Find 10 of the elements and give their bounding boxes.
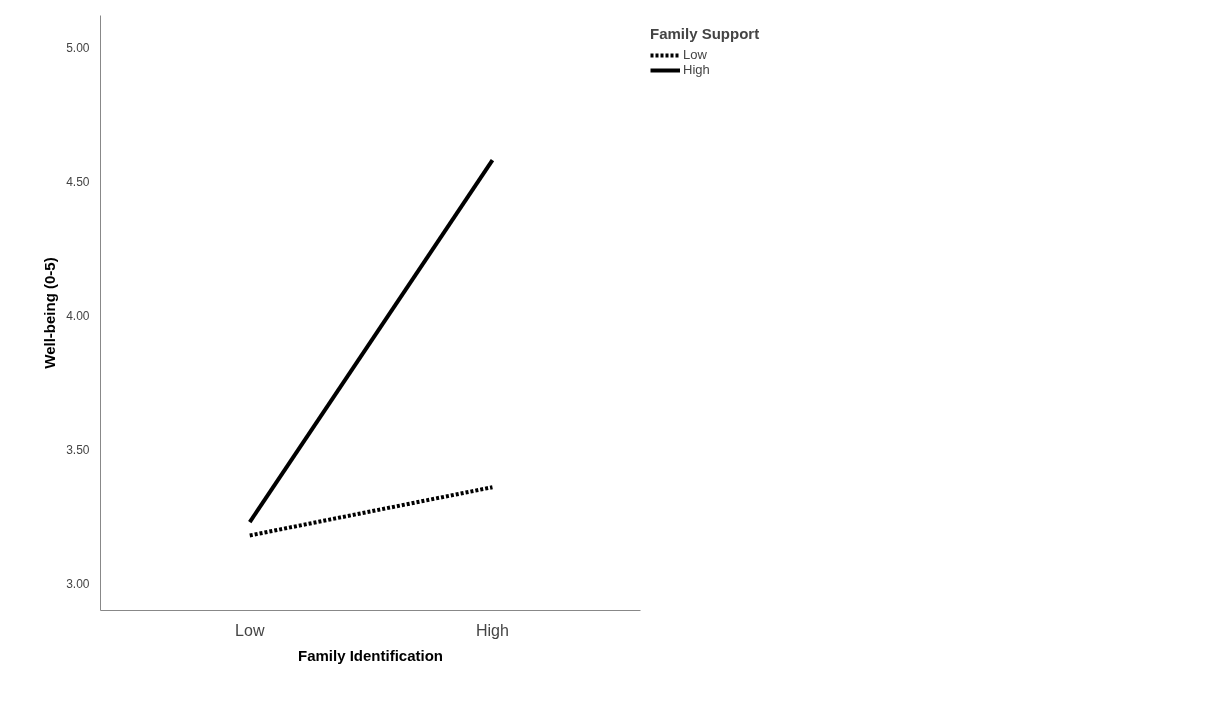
y-tick-label: 5.00: [66, 41, 90, 56]
y-tick-label: 4.50: [66, 175, 90, 190]
y-tick-label: 3.00: [66, 577, 90, 592]
legend-label: High: [683, 62, 710, 77]
x-axis-title: Family Identification: [297, 646, 444, 664]
y-tick-label: 3.50: [66, 443, 90, 458]
y-axis-title: Well-being (0-5): [41, 257, 59, 369]
legend-title: Family Support: [650, 25, 760, 42]
y-tick-label: 4.00: [66, 309, 90, 324]
legend-label: Low: [683, 47, 707, 62]
